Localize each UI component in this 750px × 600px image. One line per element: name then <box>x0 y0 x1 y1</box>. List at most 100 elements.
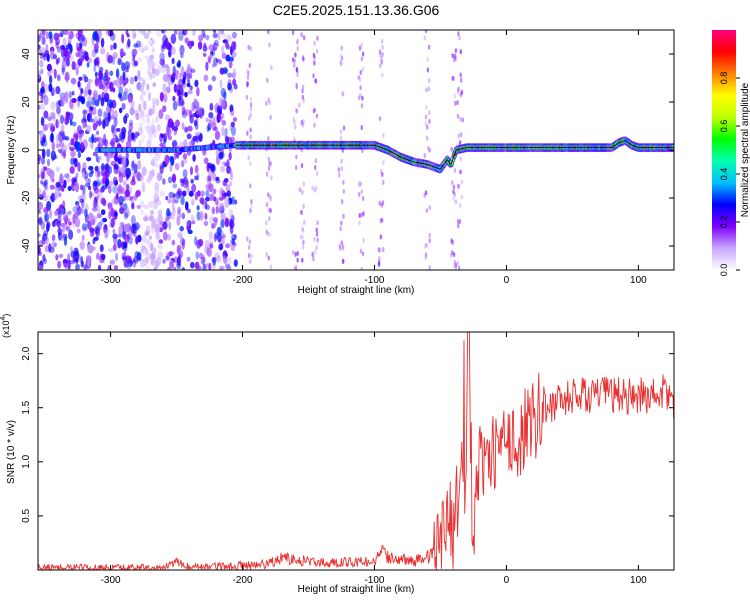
noise-speckle <box>180 66 185 76</box>
noise-speckle <box>134 131 139 138</box>
noise-speckle <box>158 239 164 244</box>
noise-speckle <box>187 89 193 95</box>
noise-speckle <box>113 42 117 50</box>
noise-speckle <box>62 37 67 48</box>
streak-speckle <box>340 53 343 59</box>
streak-speckle <box>380 217 383 223</box>
colorbar-tick-label: 0.0 <box>719 264 729 277</box>
streak-speckle <box>424 190 428 196</box>
streak-speckle <box>452 184 456 190</box>
streak-speckle <box>424 252 428 258</box>
noise-speckle <box>172 192 176 199</box>
streak-speckle <box>360 42 363 48</box>
streak-speckle <box>358 181 361 187</box>
noise-speckle <box>101 84 105 91</box>
noise-speckle <box>87 78 93 83</box>
noise-speckle <box>110 32 116 42</box>
streak-speckle <box>312 256 315 262</box>
streak-speckle <box>460 89 464 95</box>
noise-speckle <box>118 225 123 236</box>
noise-speckle <box>77 162 81 172</box>
noise-speckle <box>221 45 225 55</box>
streak-speckle <box>246 236 249 242</box>
noise-speckle <box>162 105 167 113</box>
noise-speckle <box>112 185 118 194</box>
noise-speckle <box>77 205 82 216</box>
noise-speckle <box>128 231 133 238</box>
noise-speckle <box>38 193 41 198</box>
noise-speckle <box>184 91 188 98</box>
streak-speckle <box>269 161 272 167</box>
noise-speckle <box>208 111 214 119</box>
streak-speckle <box>459 49 463 55</box>
noise-speckle <box>165 255 170 260</box>
noise-speckle <box>184 201 189 211</box>
noise-speckle <box>152 61 158 66</box>
streak-speckle <box>361 95 364 101</box>
streak-speckle <box>246 82 249 88</box>
streak-speckle <box>427 44 431 50</box>
noise-speckle <box>58 210 63 218</box>
streak-speckle <box>313 122 316 128</box>
noise-speckle <box>177 211 182 219</box>
snr-y-tick-label: 1.5 <box>21 400 32 414</box>
noise-speckle <box>196 205 200 211</box>
noise-speckle <box>147 39 153 45</box>
colorbar-tick-label: 0.6 <box>719 120 729 133</box>
noise-speckle <box>106 155 110 163</box>
noise-speckle <box>77 95 83 102</box>
streak-speckle <box>361 66 365 72</box>
streak-speckle <box>265 171 269 177</box>
noise-speckle <box>139 122 143 130</box>
streak-speckle <box>454 199 458 205</box>
streak-speckle <box>427 86 430 92</box>
noise-speckle <box>112 228 116 234</box>
noise-speckle <box>209 242 214 248</box>
streak-speckle <box>296 72 299 78</box>
noise-speckle <box>155 115 159 123</box>
noise-speckle <box>135 235 139 245</box>
noise-speckle <box>170 33 177 44</box>
noise-speckle <box>58 253 64 259</box>
noise-speckle <box>69 259 75 265</box>
noise-speckle <box>214 43 219 48</box>
noise-speckle <box>172 100 178 111</box>
noise-speckle <box>100 37 105 48</box>
noise-speckle <box>80 193 84 201</box>
streak-speckle <box>313 236 316 242</box>
noise-speckle <box>38 202 43 210</box>
streak-speckle <box>313 40 316 46</box>
noise-speckle <box>66 172 71 184</box>
noise-speckle <box>93 64 97 73</box>
colorbar-ticks: 0.0 0.2 0.4 0.6 0.8 <box>719 72 740 277</box>
spectrogram-x-ticks: -300 -200 -100 0 100 <box>101 30 647 286</box>
noise-speckle <box>118 195 124 206</box>
streak-speckle <box>360 56 364 62</box>
streak-speckle <box>425 208 429 214</box>
noise-speckle <box>128 236 133 245</box>
streak-speckle <box>316 35 319 41</box>
streak-speckle <box>457 265 461 270</box>
noise-speckle <box>232 67 237 78</box>
noise-speckle <box>166 86 171 94</box>
streak-speckle <box>303 219 306 225</box>
noise-speckle <box>80 48 84 55</box>
streak-speckle <box>267 136 270 142</box>
noise-speckle <box>58 141 64 148</box>
noise-speckle <box>61 68 66 73</box>
noise-speckle <box>64 118 68 125</box>
noise-speckle <box>176 244 182 252</box>
noise-speckle <box>100 209 106 216</box>
noise-speckle <box>46 123 51 128</box>
noise-speckle <box>86 113 91 122</box>
noise-speckle <box>171 239 176 246</box>
noise-speckle <box>55 85 61 95</box>
streak-speckle <box>269 208 272 214</box>
noise-speckle <box>162 73 169 83</box>
noise-speckle <box>144 256 149 264</box>
noise-speckle <box>176 30 182 36</box>
streak-speckle <box>269 264 273 270</box>
noise-speckle <box>189 85 193 91</box>
noise-speckle <box>67 259 71 270</box>
noise-speckle <box>106 76 111 81</box>
